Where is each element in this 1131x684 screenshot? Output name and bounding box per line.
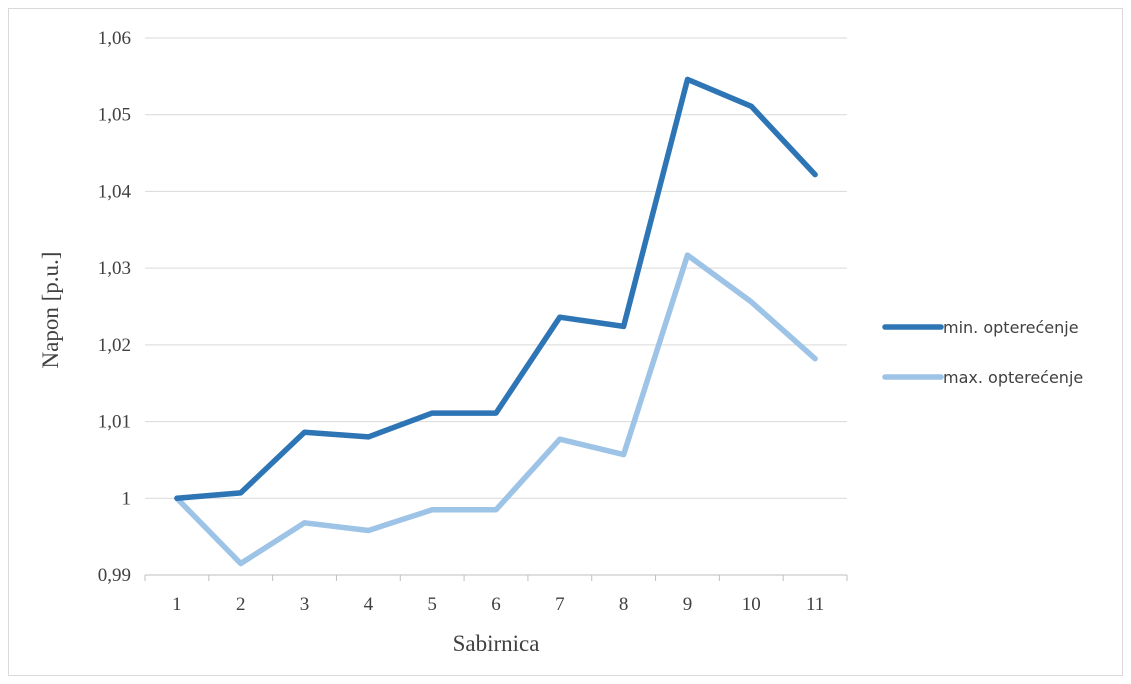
y-tick-label: 1,03 <box>98 258 131 279</box>
x-tick-label: 1 <box>172 594 182 615</box>
x-tick-label: 3 <box>300 594 310 615</box>
x-tick-label: 6 <box>491 594 501 615</box>
y-tick-label: 1,01 <box>98 412 131 433</box>
x-tick-label: 8 <box>619 594 629 615</box>
series-line-1 <box>174 76 818 502</box>
axes <box>144 574 848 581</box>
gridlines <box>145 37 847 499</box>
x-tick-label: 2 <box>236 594 246 615</box>
x-tick-label: 11 <box>806 594 824 615</box>
y-tick-label: 1 <box>122 488 132 509</box>
x-tick-label: 4 <box>364 594 374 615</box>
legend-label: max. opterećenje <box>943 368 1083 387</box>
y-tick-labels: 0,99 1 1,01 1,02 1,03 1,04 1,05 1,06 <box>98 28 132 586</box>
y-tick-label: 1,06 <box>98 28 131 49</box>
y-tick-label: 1,05 <box>98 105 131 126</box>
y-axis-title: Napon [p.u.] <box>38 252 63 369</box>
x-axis-title: Sabirnica <box>453 631 540 656</box>
y-tick-label: 0,99 <box>98 565 131 586</box>
y-tick-label: 1,02 <box>98 335 131 356</box>
x-tick-label: 7 <box>555 594 565 615</box>
chart-frame <box>8 8 1123 676</box>
legend-label: min. opterećenje <box>943 318 1079 337</box>
x-tick-label: 10 <box>742 594 761 615</box>
series-lines <box>174 76 818 567</box>
x-tick-label: 5 <box>427 594 437 615</box>
y-tick-label: 1,04 <box>98 181 132 202</box>
legend: min. opterećenje max. opterećenje <box>882 318 1083 387</box>
x-tick-labels: 1 2 3 4 5 6 7 8 9 10 11 <box>172 594 824 615</box>
x-tick-label: 9 <box>683 594 693 615</box>
